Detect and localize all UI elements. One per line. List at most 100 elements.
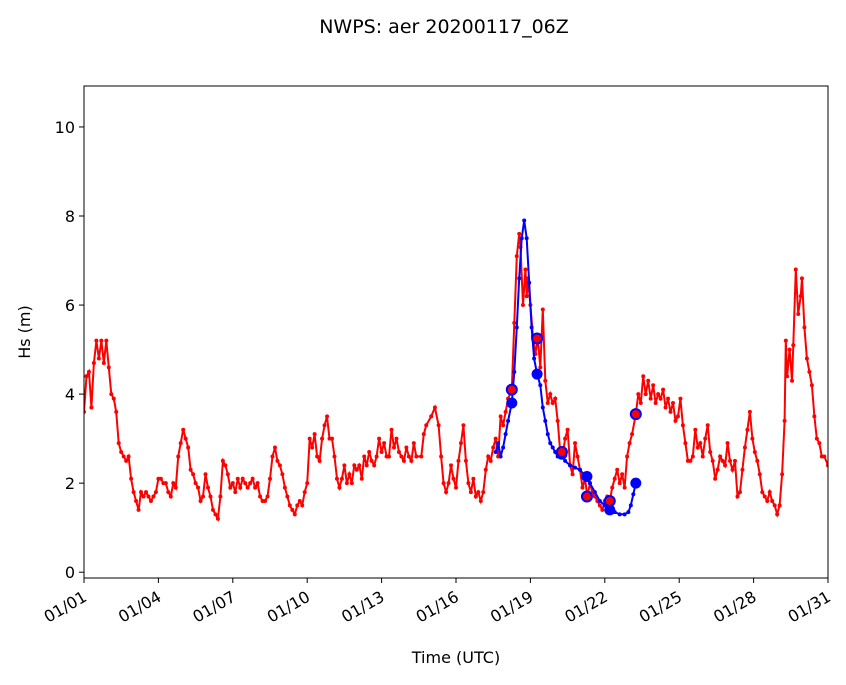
observed-point (483, 467, 488, 472)
observed-point (737, 490, 742, 495)
observed-point (740, 467, 745, 472)
observed-point (186, 445, 191, 450)
observed-point (101, 360, 106, 365)
observed-point (580, 485, 585, 490)
observed-point (280, 472, 285, 477)
observed-point (332, 454, 337, 459)
observed-point (255, 481, 260, 486)
observed-point (315, 454, 320, 459)
observed-point (524, 294, 529, 299)
observed-point (188, 467, 193, 472)
observed-point (210, 507, 215, 512)
observed-point (215, 516, 220, 521)
observed-point (514, 254, 519, 259)
observed-point (272, 445, 277, 450)
observed-point (796, 311, 801, 316)
observed-point (372, 463, 377, 468)
observed-point (755, 458, 760, 463)
observed-point (720, 458, 725, 463)
observed-point (121, 454, 126, 459)
observed-point (555, 418, 560, 423)
observed-point (553, 396, 558, 401)
observed-point (622, 485, 627, 490)
observed-point (767, 490, 772, 495)
observed-point (201, 494, 206, 499)
observed-point (742, 445, 747, 450)
observed-point (290, 507, 295, 512)
observed-point (91, 360, 96, 365)
observed-point (728, 458, 733, 463)
observed-point (392, 445, 396, 450)
observed-point (498, 414, 503, 419)
observed-point (414, 454, 419, 459)
observed-point (193, 481, 198, 486)
observed-point (463, 458, 468, 463)
observed-point (245, 485, 250, 490)
observed-point (228, 485, 233, 490)
observed-point (106, 365, 111, 370)
observed-point (302, 490, 307, 495)
observed-point (520, 303, 525, 308)
observed-point (503, 409, 508, 414)
observed-point (114, 409, 119, 414)
observed-point (411, 441, 416, 446)
observed-point (129, 476, 134, 481)
y-tick-label: 0 (65, 563, 75, 582)
observed-point (653, 401, 658, 406)
x-axis-label: Time (UTC) (411, 648, 500, 667)
observed-point (330, 436, 334, 441)
observed-point (270, 454, 275, 459)
observed-point (305, 481, 310, 486)
observed-point (282, 485, 287, 490)
observed-point (374, 454, 379, 459)
observed-point (220, 458, 225, 463)
observed-point (250, 476, 255, 481)
observed-point (399, 454, 404, 459)
observed-point (352, 463, 357, 468)
observed-point (471, 476, 476, 481)
model-point (543, 418, 548, 423)
observed-point (406, 454, 411, 459)
model-highlight-point (531, 368, 543, 380)
observed-point (444, 490, 449, 495)
x-tick-label: 01/19 (487, 587, 536, 627)
observed-point (680, 423, 685, 428)
observed-point (89, 405, 94, 410)
observed-point (809, 383, 814, 388)
x-tick-label: 01/13 (338, 587, 387, 627)
observed-point (690, 454, 695, 459)
y-tick-label: 8 (65, 207, 75, 226)
observed-point (798, 294, 803, 299)
observed-point (86, 369, 91, 374)
observed-point (344, 481, 349, 486)
model-point (501, 445, 506, 450)
axes-frame (83, 85, 829, 579)
observed-point (419, 454, 424, 459)
observed-point (550, 401, 555, 406)
observed-point (325, 414, 330, 419)
observed-point (750, 436, 755, 441)
plot-area (84, 218, 828, 523)
observed-point (369, 458, 374, 463)
observed-point (770, 498, 775, 503)
observed-highlight-point (531, 332, 544, 345)
observed-point (693, 427, 698, 432)
observed-point (570, 472, 575, 477)
observed-point (488, 458, 493, 463)
observed-point (545, 401, 550, 406)
observed-point (573, 441, 578, 446)
observed-point (625, 454, 630, 459)
model-point (587, 481, 592, 486)
series-group (84, 218, 828, 523)
observed-point (144, 490, 148, 495)
observed-point (436, 423, 441, 428)
observed-point (307, 436, 312, 441)
observed-point (791, 343, 796, 348)
y-tick-label: 2 (65, 474, 75, 493)
observed-point (401, 458, 406, 463)
observed-point (493, 436, 498, 441)
observed-point (617, 481, 622, 486)
observed-point (404, 445, 409, 450)
observed-point (225, 472, 230, 477)
model-point (597, 498, 602, 503)
